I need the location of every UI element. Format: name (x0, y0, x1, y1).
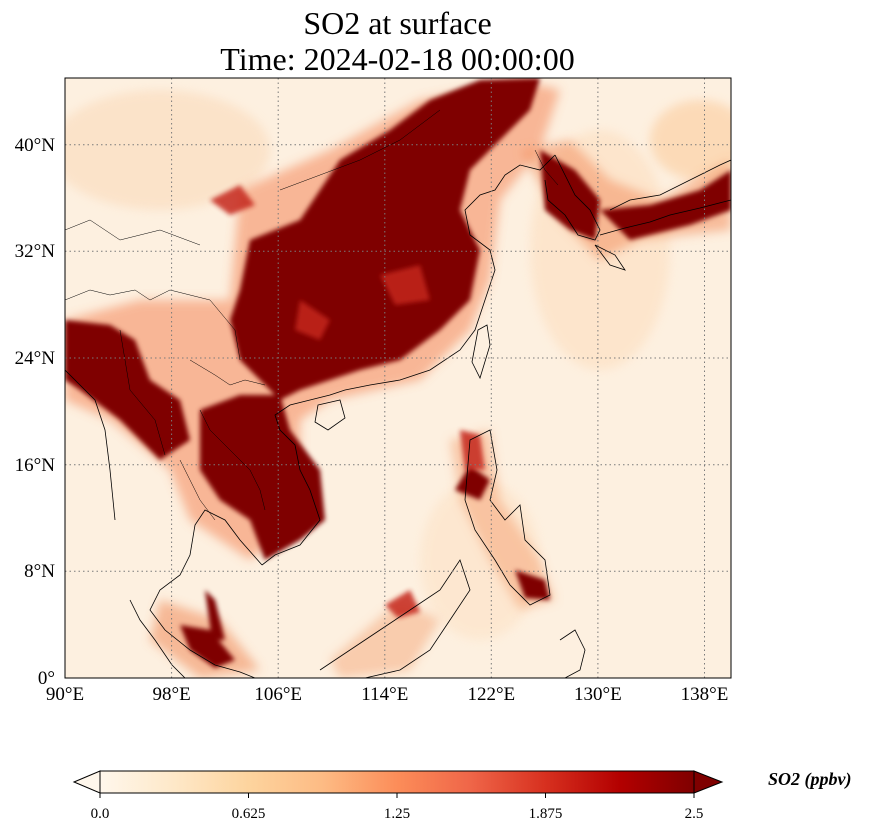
lat-tick-label: 8°N (24, 561, 55, 582)
lon-tick-label: 90°E (46, 684, 84, 705)
colorbar-tick-label: 0.625 (232, 806, 266, 822)
lon-tick-label: 98°E (152, 684, 190, 705)
colorbar-tick-label: 1.25 (384, 806, 410, 822)
lat-tick-label: 32°N (15, 241, 56, 262)
colorbar-tick-label: 2.5 (685, 806, 704, 822)
lon-tick-label: 130°E (574, 684, 622, 705)
lon-axis: 90°E 98°E 106°E 114°E 122°E 130°E 138°E (46, 684, 728, 705)
lon-tick-label: 138°E (681, 684, 729, 705)
lat-tick-label: 24°N (15, 348, 56, 369)
lon-tick-label: 106°E (254, 684, 302, 705)
lat-tick-label: 0° (38, 668, 55, 689)
lat-tick-label: 40°N (15, 135, 56, 156)
colorbar-gradient (99, 770, 695, 794)
colorbar: 0.0 0.625 1.25 1.875 2.5 (72, 770, 724, 822)
map-time-subtitle: Time: 2024-02-18 00:00:00 (220, 41, 575, 77)
gridlines (65, 78, 731, 678)
colorbar-label: SO2 (ppbv) (768, 769, 852, 789)
colorbar-tick-label: 1.875 (529, 806, 563, 822)
country-borders (65, 109, 559, 521)
coastlines (65, 154, 731, 678)
lat-tick-label: 16°N (15, 455, 56, 476)
lon-tick-label: 122°E (467, 684, 515, 705)
map-frame (64, 77, 732, 679)
so2-field (65, 78, 731, 678)
colorbar-tick-label: 0.0 (91, 806, 110, 822)
lat-axis: 0° 8°N 16°N 24°N 32°N 40°N (15, 135, 56, 689)
colorbar-max-extend (693, 770, 724, 794)
lon-tick-label: 114°E (361, 684, 408, 705)
map-title: SO2 at surface (303, 5, 492, 41)
colorbar-min-extend (72, 770, 101, 794)
